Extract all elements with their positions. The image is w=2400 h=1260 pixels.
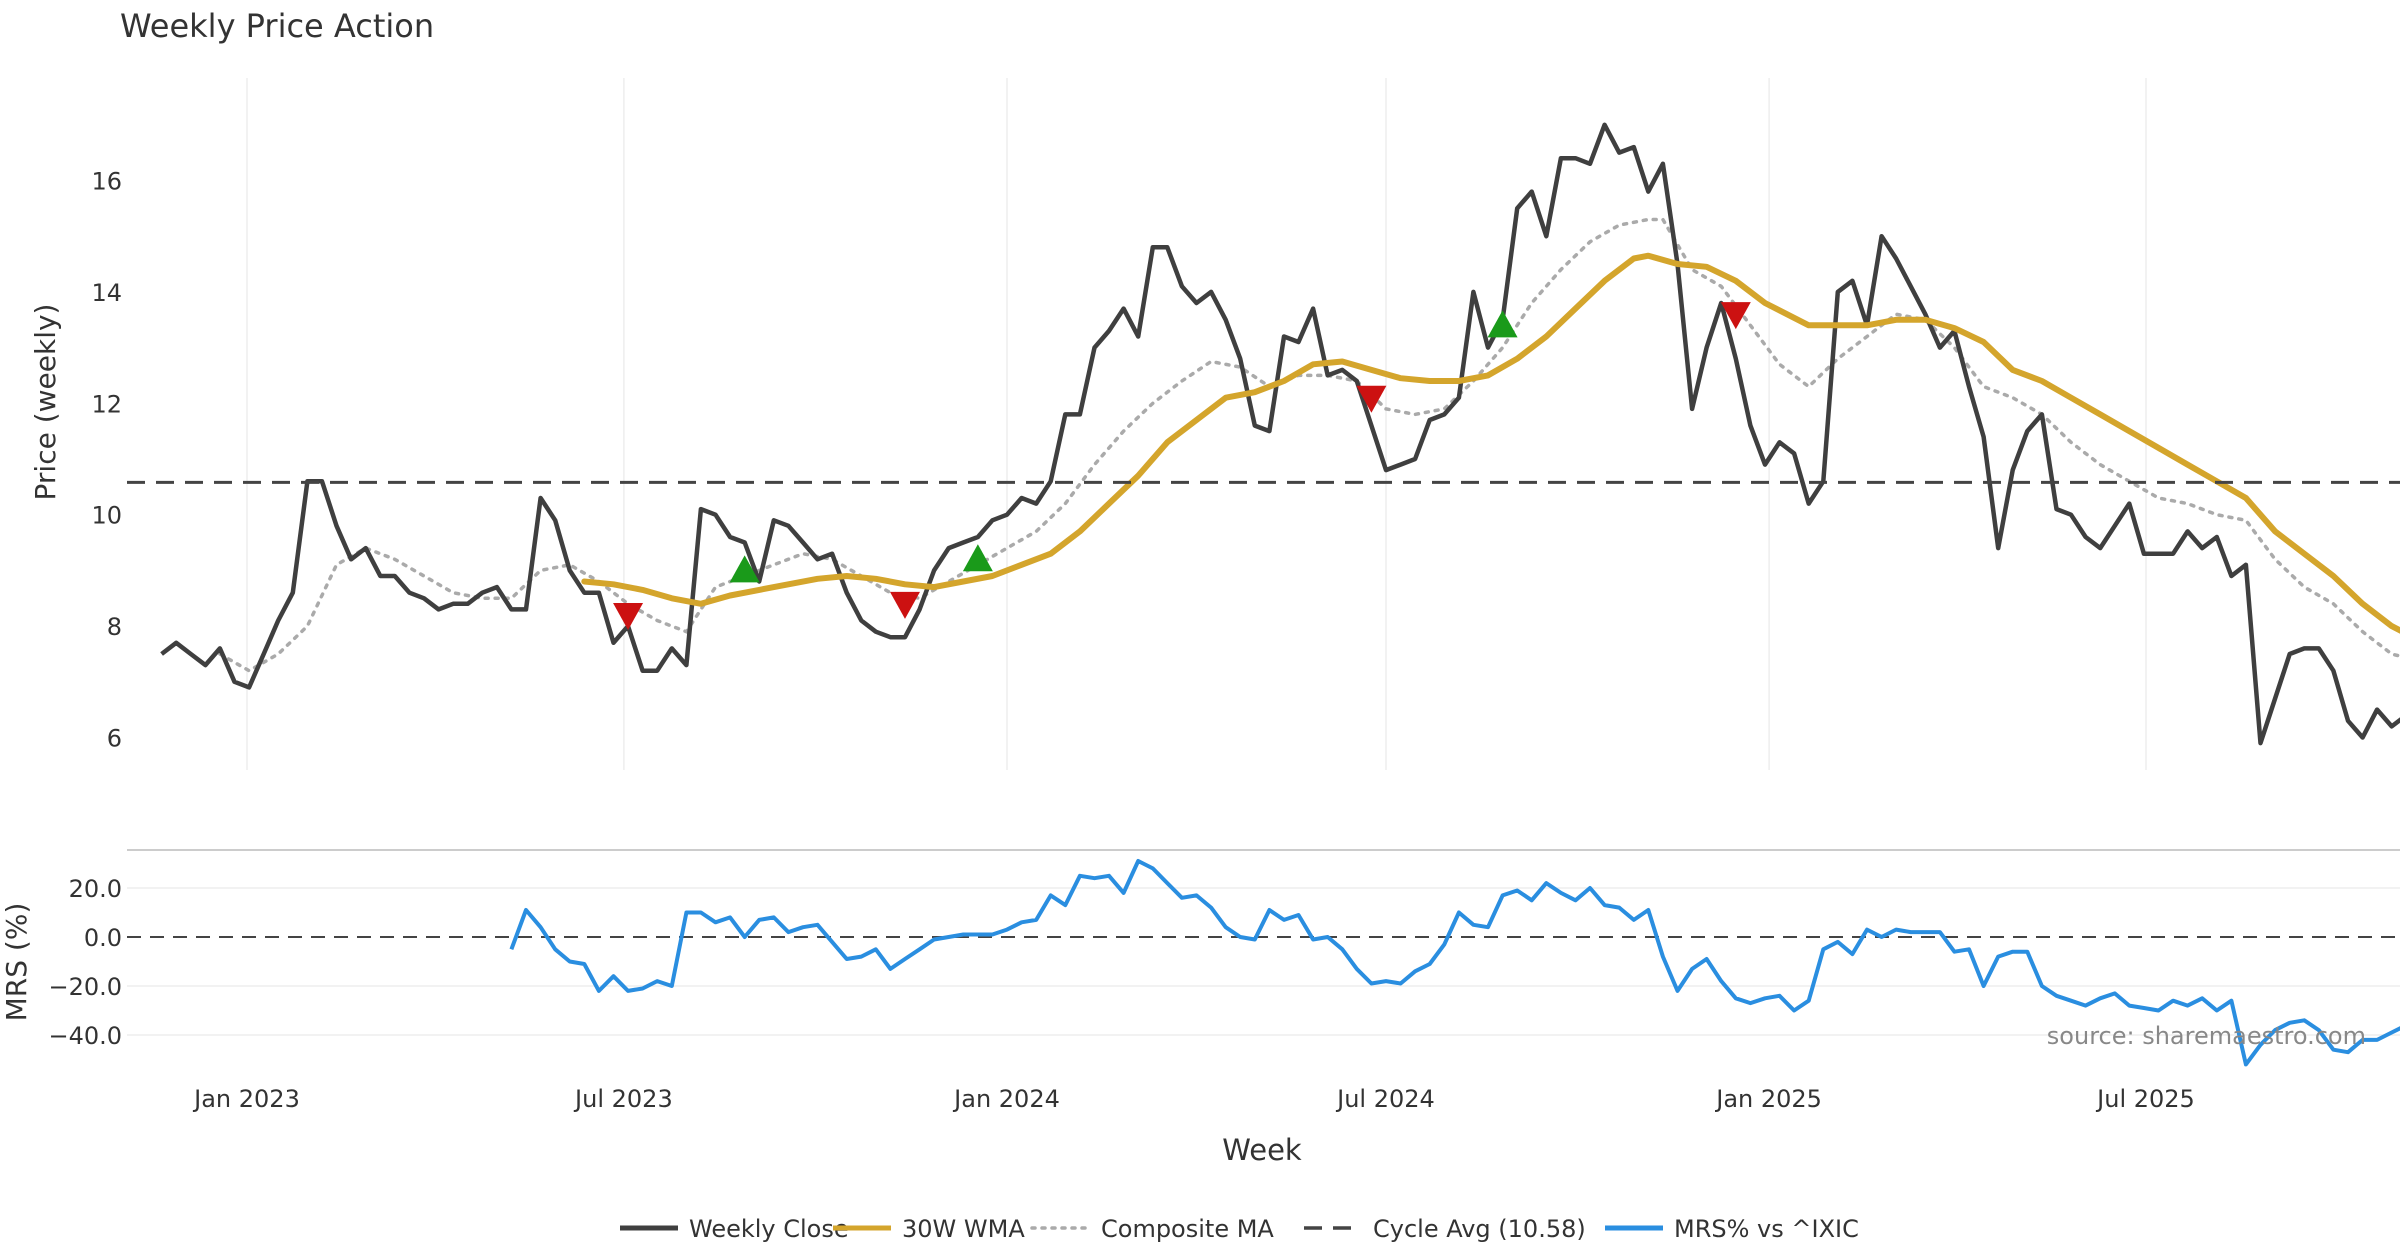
buy-signal-marker xyxy=(1487,310,1518,338)
legend-label: Cycle Avg (10.58) xyxy=(1373,1215,1586,1243)
mrs-y-tick-label: 20.0 xyxy=(69,875,122,903)
legend-item: 30W WMA xyxy=(833,1215,1025,1243)
weekly-close-line xyxy=(160,122,2400,746)
legend: Weekly Close 30W WMA Composite MA Cycle Avg… xyxy=(620,1215,1859,1243)
price-y-tick-label: 10 xyxy=(91,502,122,530)
buy-signal-marker xyxy=(729,555,760,583)
sell-signal-marker xyxy=(889,591,920,619)
x-ticks: Jan 2023 Jul 2023 Jan 2024 Jul 2024 Jan 2025… xyxy=(192,1085,2195,1113)
price-y-tick-label: 16 xyxy=(91,168,122,196)
x-tick-label: Jul 2025 xyxy=(2095,1085,2195,1113)
price-y-tick-label: 6 xyxy=(107,725,122,753)
sell-signal-marker xyxy=(1356,385,1387,413)
wma-line xyxy=(581,252,2400,634)
x-tick-label: Jul 2023 xyxy=(573,1085,673,1113)
x-tick-label: Jul 2024 xyxy=(1335,1085,1435,1113)
price-y-tick-label: 12 xyxy=(91,390,122,418)
legend-item: Weekly Close xyxy=(620,1215,849,1243)
legend-label: MRS% vs ^IXIC xyxy=(1674,1215,1859,1243)
mrs-y-ticks: 20.0 0.0 −20.0 −40.0 xyxy=(48,875,122,1050)
signal-markers xyxy=(613,302,1751,630)
mrs-y-tick-label: −20.0 xyxy=(48,973,122,1001)
buy-signal-marker xyxy=(962,544,993,572)
price-y-tick-label: 14 xyxy=(91,279,122,307)
price-y-tick-label: 8 xyxy=(107,613,122,641)
price-grid xyxy=(246,78,2147,770)
mrs-grid xyxy=(127,849,2400,1036)
x-tick-label: Jan 2025 xyxy=(1714,1085,1822,1113)
x-tick-label: Jan 2024 xyxy=(952,1085,1060,1113)
price-y-axis-label: Price (weekly) xyxy=(29,304,62,501)
x-tick-label: Jan 2023 xyxy=(192,1085,300,1113)
legend-label: Composite MA xyxy=(1101,1215,1274,1243)
x-axis-label: Week xyxy=(1222,1133,1302,1167)
chart-title: Weekly Price Action xyxy=(120,7,434,45)
mrs-line xyxy=(509,859,2400,1067)
sell-signal-marker xyxy=(1720,302,1751,330)
watermark: source: sharemaestro.com xyxy=(2047,1022,2366,1050)
legend-label: 30W WMA xyxy=(902,1215,1025,1243)
mrs-y-tick-label: −40.0 xyxy=(48,1022,122,1050)
mrs-series xyxy=(509,859,2400,1067)
legend-label: Weekly Close xyxy=(689,1215,849,1243)
legend-item: MRS% vs ^IXIC xyxy=(1605,1215,1859,1243)
sell-signal-marker xyxy=(613,602,644,630)
price-y-ticks: 6 8 10 12 14 16 xyxy=(91,168,122,753)
composite-ma-line xyxy=(218,217,2400,673)
mrs-y-axis-label: MRS (%) xyxy=(0,903,33,1022)
legend-item: Cycle Avg (10.58) xyxy=(1304,1215,1586,1243)
price-series xyxy=(127,122,2400,746)
mrs-y-tick-label: 0.0 xyxy=(84,924,122,952)
legend-item: Composite MA xyxy=(1030,1215,1274,1243)
